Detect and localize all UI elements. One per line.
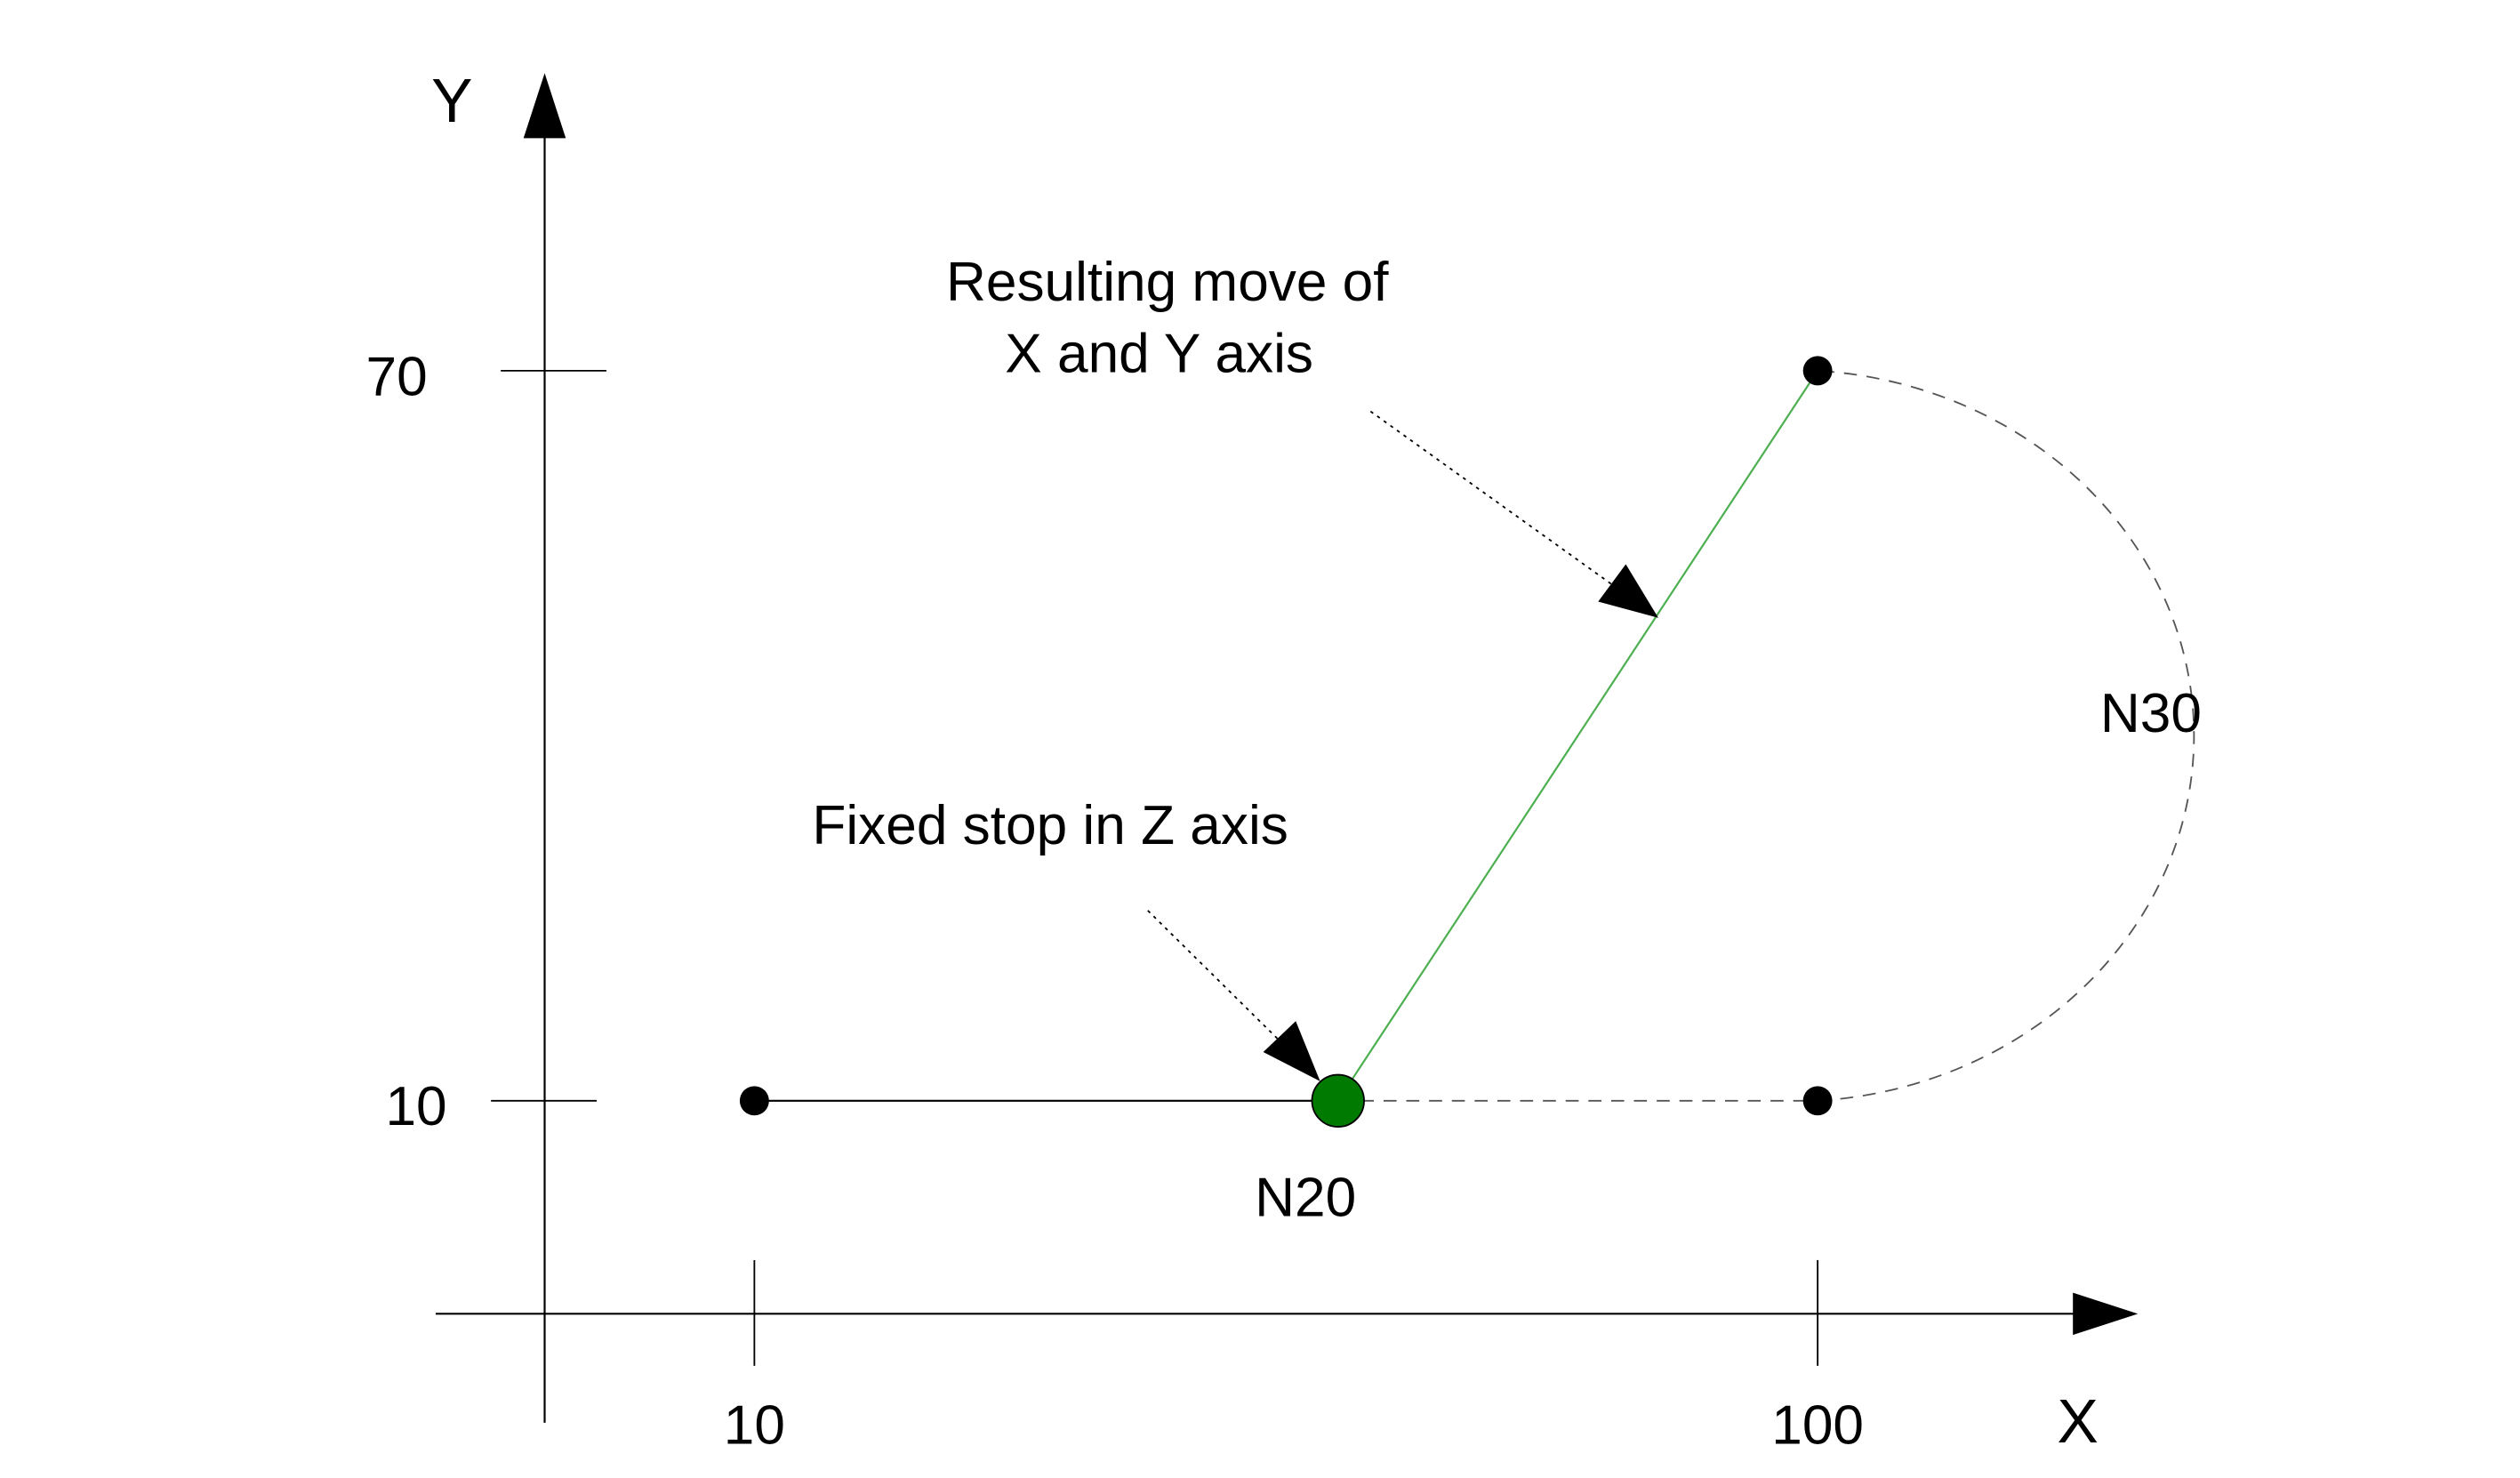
resulting-move-pointer-line bbox=[1369, 410, 1618, 590]
start-point bbox=[739, 1086, 769, 1116]
y-axis-label: Y bbox=[431, 66, 472, 135]
point-100-70 bbox=[1802, 356, 1833, 386]
resulting-move-label-line2: X and Y axis bbox=[1005, 324, 1313, 385]
resulting-move-label-line1: Resulting move of bbox=[946, 252, 1389, 313]
n20-label: N20 bbox=[1255, 1168, 1356, 1229]
y-tick-label-70: 70 bbox=[366, 346, 428, 407]
x-axis-arrow bbox=[2073, 1292, 2139, 1336]
x-axis-label: X bbox=[2058, 1386, 2099, 1456]
fixed-stop-pointer-line bbox=[1147, 910, 1286, 1047]
fixed-stop-label: Fixed stop in Z axis bbox=[812, 795, 1288, 856]
y-tick-label-10: 10 bbox=[385, 1076, 446, 1137]
point-100-10 bbox=[1802, 1086, 1833, 1116]
fixed-stop-pointer-arrow bbox=[1263, 1021, 1320, 1081]
fixed-stop-point-n20 bbox=[1311, 1073, 1365, 1128]
x-tick-label-10: 10 bbox=[724, 1395, 785, 1457]
resulting-move-pointer-arrow bbox=[1598, 564, 1658, 618]
resulting-move-line bbox=[1336, 370, 1819, 1102]
n30-label: N30 bbox=[2100, 683, 2202, 744]
x-tick-label-100: 100 bbox=[1771, 1395, 1864, 1457]
y-axis-arrow bbox=[523, 73, 566, 139]
path-dashed-arc-n30 bbox=[1818, 369, 2195, 1102]
